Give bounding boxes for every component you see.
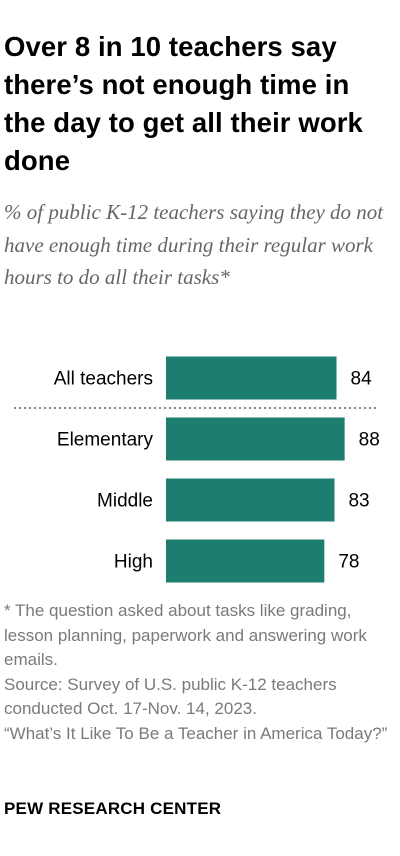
category-label-2: Middle [97,491,153,512]
chart-title: Over 8 in 10 teachers say there’s not en… [4,31,363,176]
category-label-3: High [114,552,153,573]
chart-subtitle: % of public K-12 teachers saying they do… [4,200,384,289]
bar-2 [166,478,335,522]
category-label-0: All teachers [54,369,153,390]
report-title-note: “What’s It Like To Be a Teacher in Ameri… [4,723,388,743]
chart-notes: * The question asked about tasks like gr… [4,599,396,746]
bar-chart: All teachers 84 Elementary 88 Middle 83 High 78 [14,356,380,583]
publisher-logo: PEW RESEARCH CENTER [4,799,222,818]
footnote: * The question asked about tasks like gr… [4,601,367,669]
bar-1 [166,417,345,461]
source-note: Source: Survey of U.S. public K-12 teach… [4,674,337,719]
category-label-1: Elementary [57,430,154,451]
value-label-3: 78 [338,552,359,573]
bar-0 [166,356,337,400]
bar-3 [166,539,325,583]
value-label-2: 83 [348,491,369,512]
value-label-1: 88 [359,430,380,451]
value-label-0: 84 [351,369,373,390]
